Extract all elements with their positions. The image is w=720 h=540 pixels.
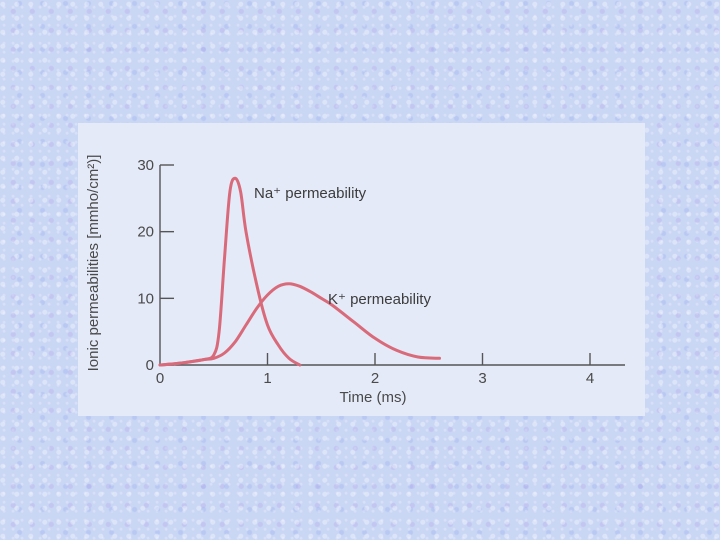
x-tick-label: 2 xyxy=(371,370,379,387)
y-ticks: 0 10 20 30 xyxy=(137,157,174,374)
x-axis-label: Time (ms) xyxy=(340,389,407,406)
y-tick-label: 30 xyxy=(137,157,154,174)
y-tick-label: 20 xyxy=(137,224,154,241)
series-line-k xyxy=(158,282,441,367)
permeability-chart: 0 10 20 30 0 1 2 3 4 Time (ms) Ionic permeabili… xyxy=(85,155,625,406)
series-layer xyxy=(158,176,441,367)
x-tick-label: 4 xyxy=(586,370,594,387)
chart-panel: 0 10 20 30 0 1 2 3 4 Time (ms) Ionic permeabili… xyxy=(78,123,645,416)
x-tick-label: 3 xyxy=(478,370,486,387)
series-label-na: Na⁺ permeability xyxy=(254,185,367,202)
x-tick-label: 1 xyxy=(263,370,271,387)
x-tick-label: 0 xyxy=(156,370,164,387)
y-axis-label: Ionic permeabilities [mmho/cm²)] xyxy=(85,155,102,372)
y-tick-label: 10 xyxy=(137,290,154,307)
axes xyxy=(159,165,625,366)
y-tick-label: 0 xyxy=(146,357,154,374)
series-line-na xyxy=(158,176,302,367)
x-ticks: 0 1 2 3 4 xyxy=(156,353,594,387)
series-label-k: K⁺ permeability xyxy=(328,291,431,308)
